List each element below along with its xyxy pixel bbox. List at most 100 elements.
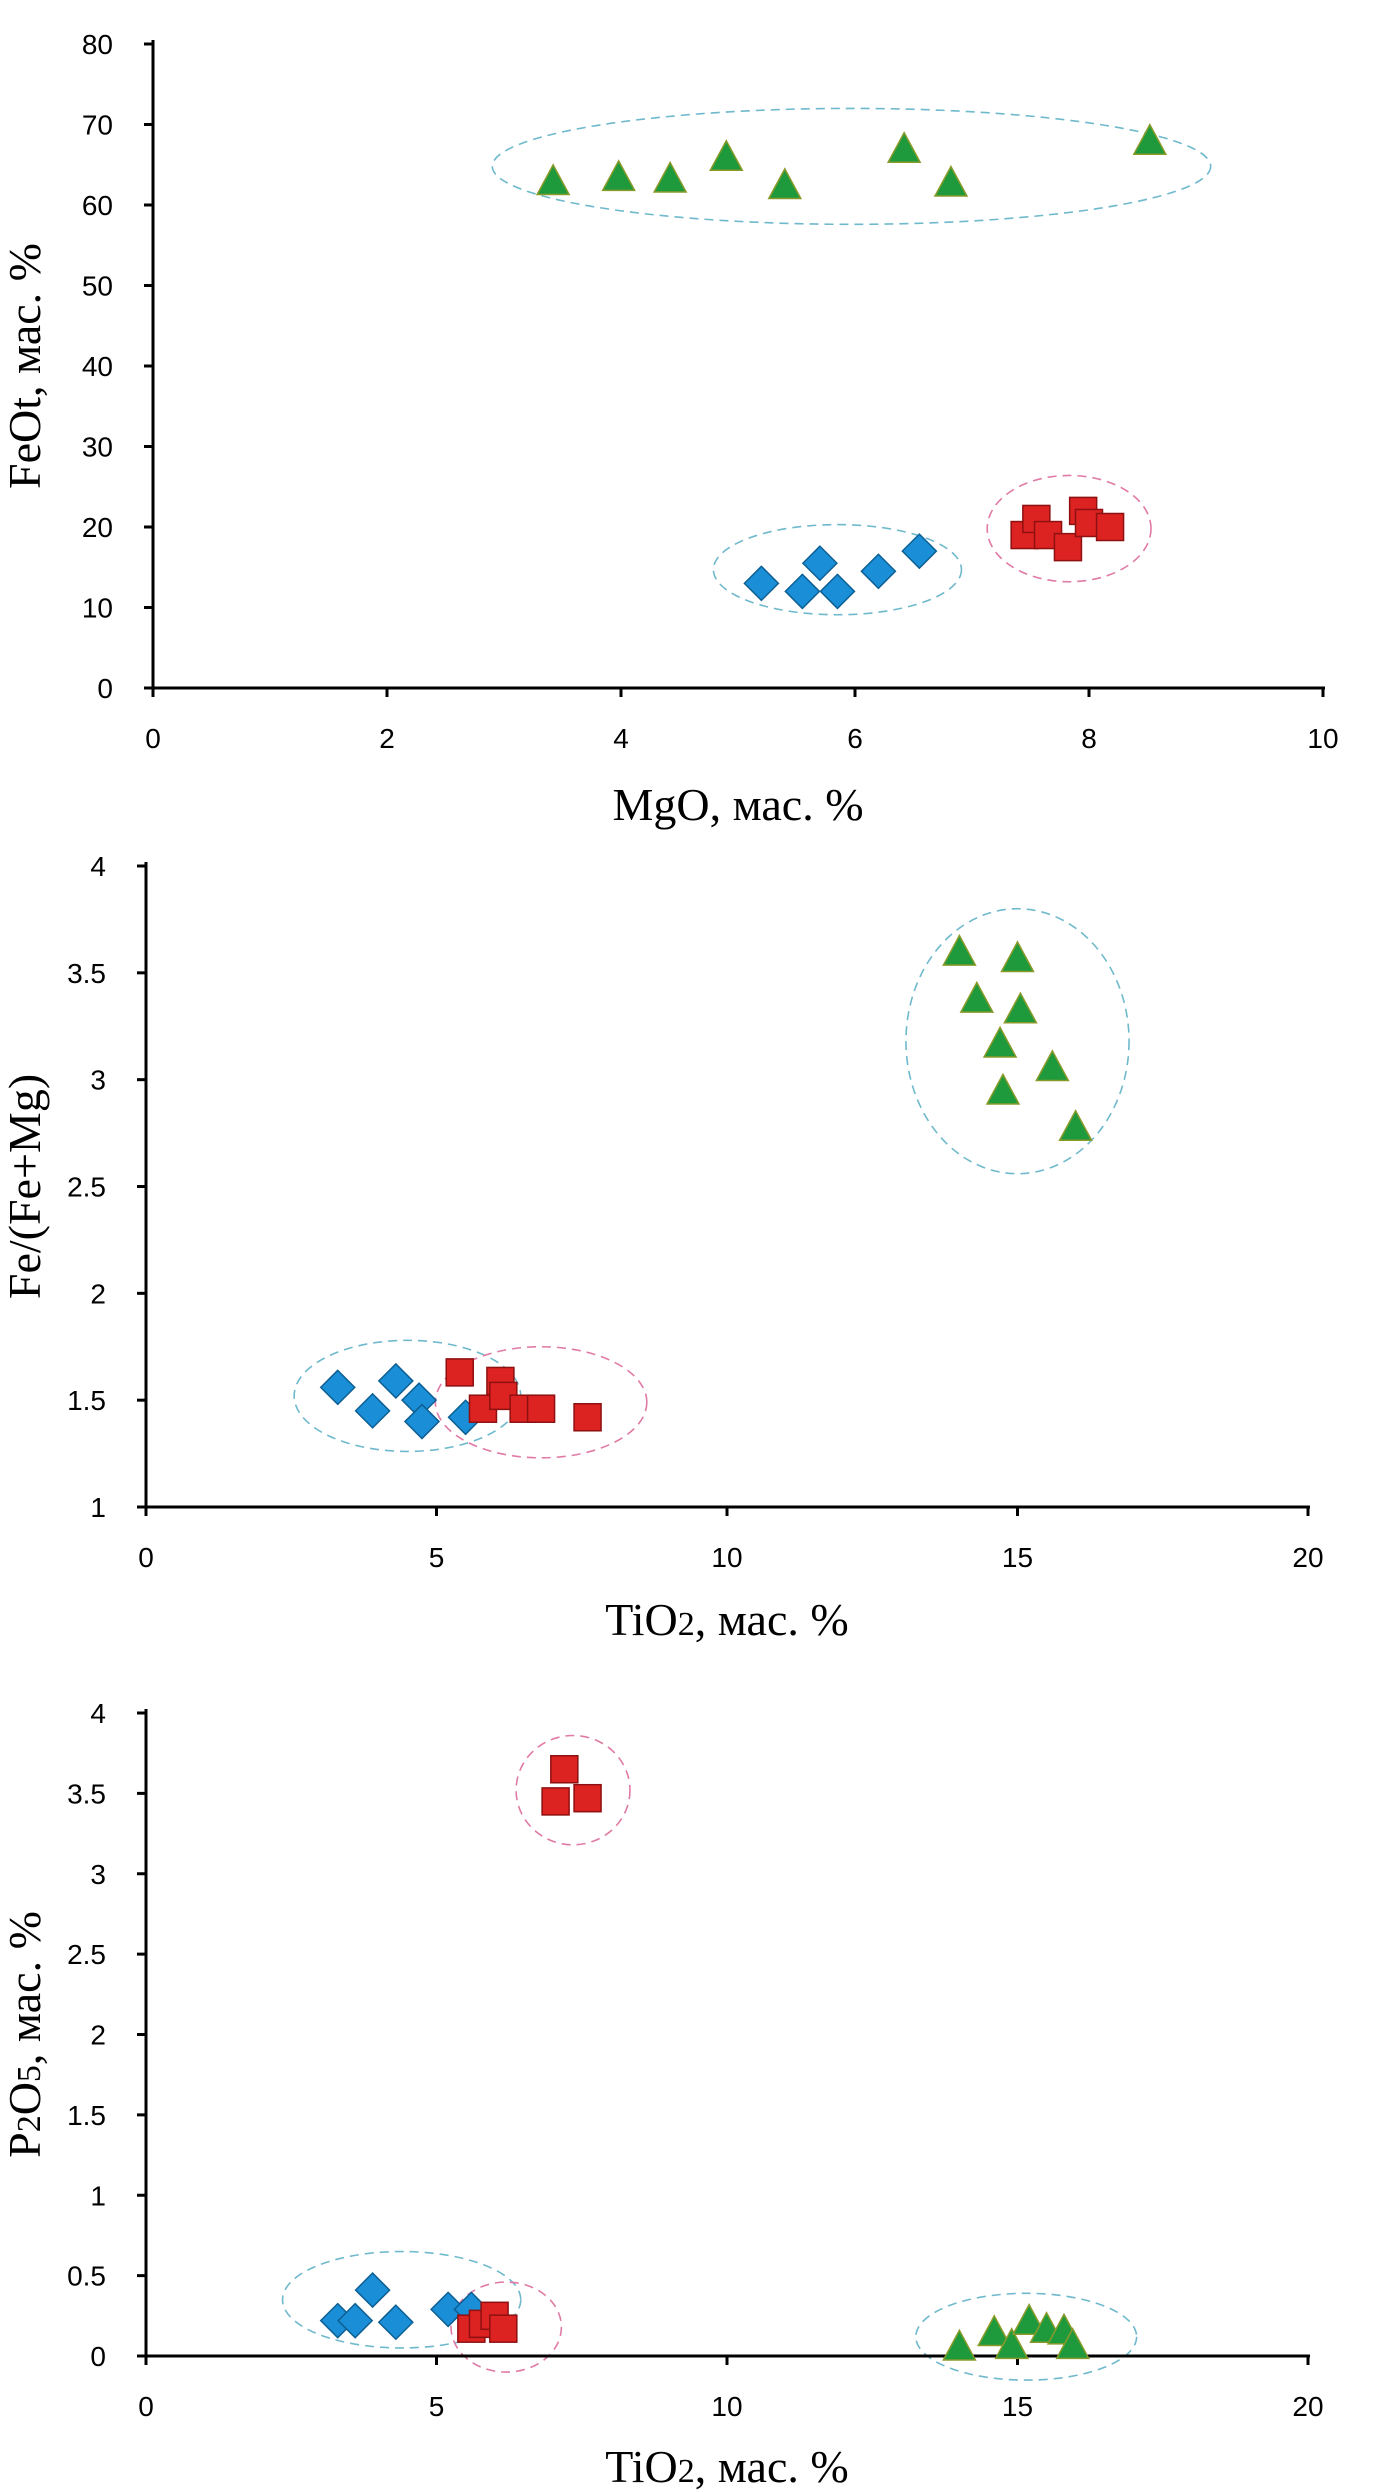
y-tick-label: 3 bbox=[90, 1065, 106, 1096]
y-tick-label: 80 bbox=[82, 29, 113, 60]
y-axis-title: Fe/(Fe+Mg) bbox=[0, 1074, 50, 1299]
data-point-square bbox=[573, 1783, 602, 1813]
y-tick-label: 10 bbox=[82, 593, 113, 624]
data-point-diamond bbox=[354, 1392, 391, 1429]
data-point-triangle bbox=[709, 139, 744, 172]
data-point-triangle bbox=[942, 2328, 977, 2361]
data-point-triangle bbox=[652, 160, 688, 193]
data-point-triangle bbox=[994, 2327, 1029, 2360]
x-tick-label: 15 bbox=[1002, 1542, 1033, 1573]
x-tick-label: 10 bbox=[711, 2391, 742, 2422]
x-tick-label: 0 bbox=[138, 1542, 154, 1573]
x-tick-label: 0 bbox=[138, 2391, 154, 2422]
y-tick-label: 70 bbox=[82, 110, 113, 141]
data-point-square bbox=[541, 1787, 570, 1816]
data-point-square bbox=[573, 1403, 602, 1432]
data-point-triangle bbox=[886, 131, 922, 163]
group-outline bbox=[450, 2281, 563, 2373]
y-tick-label: 0.5 bbox=[67, 2261, 106, 2292]
y-tick-label: 40 bbox=[82, 351, 113, 382]
y-tick-label: 1.5 bbox=[67, 1385, 106, 1416]
x-tick-label: 4 bbox=[613, 723, 629, 754]
data-point-square bbox=[445, 1358, 474, 1387]
data-point-triangle bbox=[1000, 940, 1035, 973]
x-tick-label: 10 bbox=[1307, 723, 1338, 754]
group-outline bbox=[712, 523, 963, 616]
y-tick-label: 0 bbox=[97, 673, 113, 704]
chart-feratio-vs-tio2: 1 1.5 2 2.5 3 3.5 4 0 5 10 15 20 TiO2, мас. % Fe/(Fe+… bbox=[0, 851, 1324, 1645]
data-point-square bbox=[1053, 532, 1083, 562]
x-tick-label: 8 bbox=[1081, 723, 1097, 754]
x-tick-label: 0 bbox=[145, 723, 161, 754]
data-point-diamond bbox=[337, 2302, 374, 2339]
data-point-triangle bbox=[767, 167, 803, 200]
data-point-diamond bbox=[801, 545, 838, 582]
data-point-triangle bbox=[1132, 123, 1168, 155]
data-point-triangle bbox=[1035, 1049, 1070, 1082]
data-point-diamond bbox=[819, 573, 856, 610]
x-tick-label: 20 bbox=[1292, 2391, 1323, 2422]
data-point-square bbox=[1095, 512, 1125, 542]
y-tick-label: 1 bbox=[90, 2180, 106, 2211]
data-point-diamond bbox=[354, 2272, 391, 2309]
data-point-triangle bbox=[1011, 2303, 1047, 2335]
data-point-triangle bbox=[977, 2314, 1012, 2347]
data-point-triangle bbox=[933, 164, 969, 197]
y-tick-label: 3 bbox=[90, 1859, 106, 1890]
y-axis-title: P2O5, мас. % bbox=[0, 1911, 50, 2158]
x-tick-label: 20 bbox=[1292, 1542, 1323, 1573]
data-point-triangle bbox=[601, 159, 636, 192]
y-tick-label: 2 bbox=[90, 2020, 106, 2051]
data-point-triangle bbox=[535, 163, 571, 196]
group-outline bbox=[515, 1734, 631, 1846]
chart-p2o5-vs-tio2: 0 0.5 1 1.5 2 2.5 3 3.5 4 0 5 10 15 20 TiO2, мас. % P2O… bbox=[0, 1698, 1324, 2491]
x-tick-label: 2 bbox=[379, 723, 395, 754]
y-tick-label: 2.5 bbox=[67, 1172, 106, 1203]
group-outline bbox=[434, 1345, 648, 1459]
data-point-triangle bbox=[1003, 991, 1038, 1024]
data-point-square bbox=[489, 2314, 518, 2343]
data-point-triangle bbox=[959, 980, 995, 1013]
x-axis-title: TiO2, мас. % bbox=[605, 1594, 848, 1645]
group-outline bbox=[986, 474, 1152, 583]
x-tick-label: 6 bbox=[847, 723, 863, 754]
data-point-diamond bbox=[860, 553, 897, 590]
data-point-triangle bbox=[1055, 2327, 1090, 2360]
y-tick-label: 3.5 bbox=[67, 958, 106, 989]
y-tick-label: 50 bbox=[82, 271, 113, 302]
y-tick-label: 3.5 bbox=[67, 1778, 106, 1809]
y-tick-label: 4 bbox=[90, 851, 106, 882]
data-point-diamond bbox=[901, 533, 938, 570]
data-point-diamond bbox=[377, 1362, 414, 1399]
y-tick-label: 2 bbox=[90, 1278, 106, 1309]
x-axis-title: MgO, мас. % bbox=[612, 779, 863, 830]
data-point-triangle bbox=[942, 933, 977, 966]
y-tick-label: 2.5 bbox=[67, 1939, 106, 1970]
data-point-triangle bbox=[1058, 1109, 1093, 1142]
x-tick-label: 15 bbox=[1002, 2391, 1033, 2422]
x-axis-title: TiO2, мас. % bbox=[605, 2441, 848, 2491]
x-tick-label: 10 bbox=[711, 1542, 742, 1573]
y-tick-label: 60 bbox=[82, 190, 113, 221]
group-outline bbox=[905, 907, 1130, 1175]
y-tick-label: 4 bbox=[90, 1698, 106, 1729]
data-point-square bbox=[550, 1755, 579, 1784]
group-outline bbox=[915, 2292, 1138, 2381]
y-tick-label: 20 bbox=[82, 512, 113, 543]
x-tick-label: 5 bbox=[429, 2391, 445, 2422]
group-outline bbox=[491, 107, 1212, 226]
y-tick-label: 1.5 bbox=[67, 2100, 106, 2131]
y-tick-label: 0 bbox=[90, 2341, 106, 2372]
data-point-triangle bbox=[985, 1072, 1021, 1105]
chart-feot-vs-mgo: 0 10 20 30 40 50 60 70 80 0 2 4 6 8 10 MgO, мас. % FeOt,… bbox=[0, 29, 1339, 830]
data-point-diamond bbox=[743, 565, 780, 602]
y-tick-label: 1 bbox=[90, 1492, 106, 1523]
data-point-square bbox=[526, 1394, 556, 1423]
data-point-diamond bbox=[319, 1369, 356, 1406]
data-point-diamond bbox=[403, 1403, 441, 1440]
data-point-triangle bbox=[982, 1025, 1018, 1058]
data-point-diamond bbox=[784, 573, 821, 610]
data-point-diamond bbox=[377, 2304, 414, 2341]
y-tick-label: 30 bbox=[82, 432, 113, 463]
